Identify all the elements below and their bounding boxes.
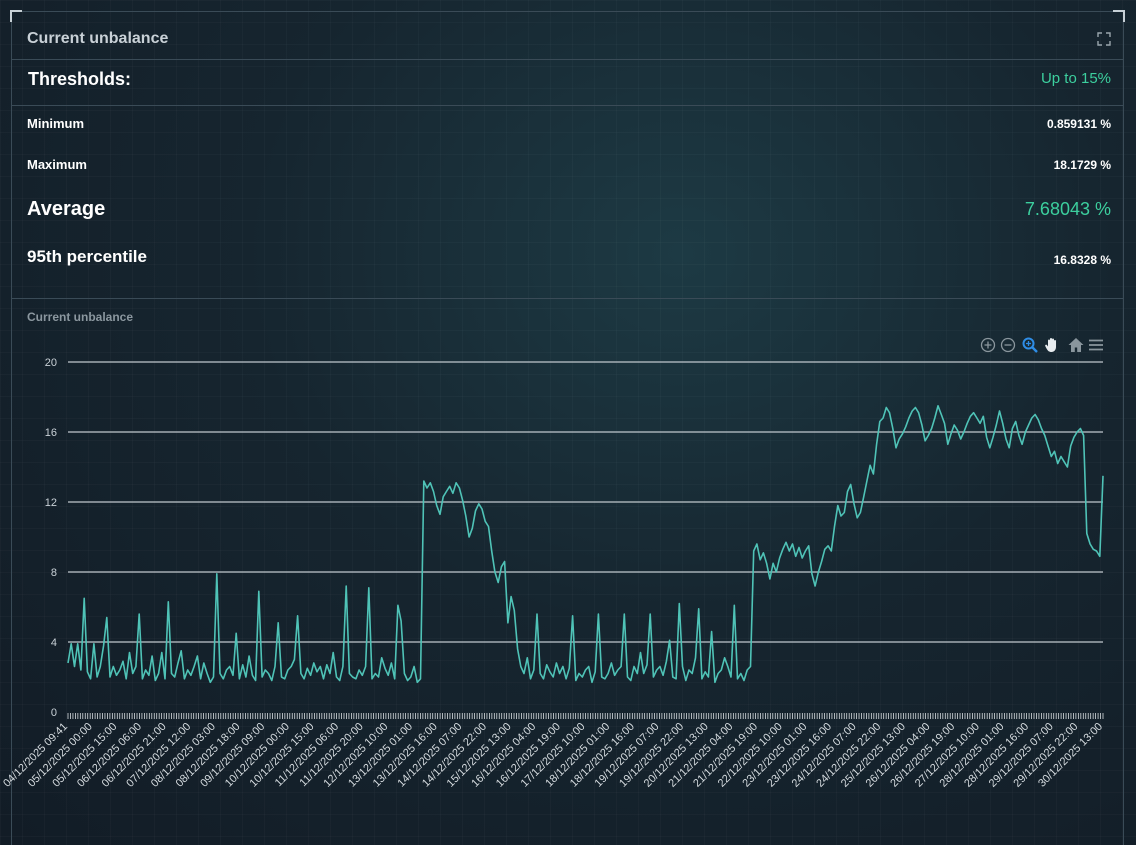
thresholds-value: Up to 15%: [1040, 70, 1111, 87]
thresholds-label: Thresholds:: [28, 69, 132, 89]
chart-title: Current unbalance: [27, 310, 134, 324]
pan-icon[interactable]: [1043, 336, 1061, 354]
y-tick-label: 20: [45, 357, 57, 369]
panel-corner-top-left: [10, 10, 22, 22]
x-axis-ticks: [67, 713, 1104, 719]
average-value: 7.68043 %: [1024, 199, 1111, 219]
y-tick-label: 4: [51, 637, 57, 649]
home-icon[interactable]: [1067, 336, 1085, 354]
zoom-select-icon[interactable]: [1021, 336, 1039, 354]
menu-icon[interactable]: [1087, 336, 1105, 354]
maximum-value: 18.1729 %: [1053, 158, 1111, 172]
zoom-out-icon[interactable]: [999, 336, 1017, 354]
chart-panel: Current unbalance Thresholds: Up to 15% …: [10, 10, 1125, 845]
maximum-label: Maximum: [27, 157, 87, 172]
panel-header: Current unbalance: [12, 12, 1123, 60]
minimum-label: Minimum: [27, 116, 85, 131]
panel-corner-top-right: [1113, 10, 1125, 22]
panel-title: Current unbalance: [27, 30, 169, 47]
p95-value: 16.8328 %: [1053, 253, 1111, 267]
thresholds-row: Thresholds: Up to 15%: [12, 60, 1123, 106]
y-tick-label: 0: [51, 707, 57, 719]
stats-divider: [12, 298, 1123, 299]
expand-icon[interactable]: [1097, 32, 1111, 46]
y-tick-label: 16: [45, 427, 57, 439]
y-tick-label: 8: [51, 567, 57, 579]
average-label: Average: [27, 198, 106, 220]
y-tick-label: 12: [45, 497, 57, 509]
minimum-value: 0.859131 %: [1046, 117, 1111, 131]
zoom-in-icon[interactable]: [979, 336, 997, 354]
p95-label: 95th percentile: [27, 247, 147, 266]
series-line-0: [67, 404, 1104, 684]
